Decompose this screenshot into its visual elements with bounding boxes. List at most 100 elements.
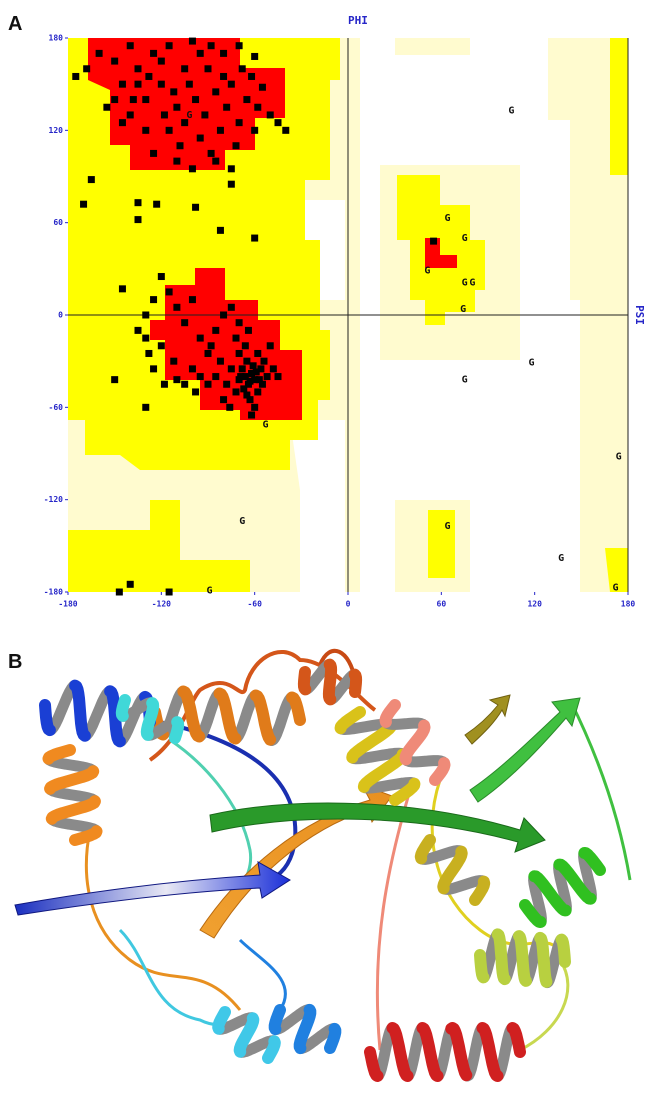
residue-point <box>119 119 126 126</box>
glycine-point: G <box>460 304 466 315</box>
glycine-point: G <box>508 105 514 116</box>
glycine-point: G <box>424 265 430 276</box>
residue-point <box>189 38 196 45</box>
residue-point <box>254 388 261 395</box>
residue-point <box>189 365 196 372</box>
residue-point <box>189 165 196 172</box>
residue-point <box>212 158 219 165</box>
residue-point <box>142 335 149 342</box>
residue-point <box>177 142 184 149</box>
loop <box>377 790 410 1050</box>
residue-point <box>127 581 134 588</box>
residue-point <box>233 142 240 149</box>
residue-point <box>239 365 246 372</box>
residue-point <box>173 376 180 383</box>
residue-point <box>237 373 244 380</box>
residue-point <box>145 73 152 80</box>
residue-point <box>173 304 180 311</box>
residue-point <box>233 335 240 342</box>
glycine-point: G <box>445 521 451 532</box>
residue-point <box>80 201 87 208</box>
residue-point <box>197 135 204 142</box>
glycine-point: G <box>616 452 622 463</box>
residue-point <box>223 104 230 111</box>
residue-point <box>103 104 110 111</box>
glycine-point: G <box>462 233 468 244</box>
residue-point <box>150 365 157 372</box>
residue-point <box>253 368 260 375</box>
residue-point <box>208 150 215 157</box>
glycine-point: G <box>186 110 192 121</box>
residue-point <box>242 342 249 349</box>
glycine-point: G <box>239 516 245 527</box>
residue-point <box>158 58 165 65</box>
residue-point <box>197 50 204 57</box>
residue-point <box>264 373 271 380</box>
residue-point <box>239 65 246 72</box>
helix <box>421 840 484 900</box>
residue-point <box>220 396 227 403</box>
residue-point <box>72 73 79 80</box>
glycine-point: G <box>263 419 269 430</box>
residue-point <box>267 342 274 349</box>
y-tick-label: 60 <box>53 218 63 227</box>
residue-point <box>220 50 227 57</box>
allowed-region <box>428 510 455 578</box>
residue-point <box>236 119 243 126</box>
glycine-point: G <box>529 358 535 369</box>
residue-point <box>228 304 235 311</box>
residue-point <box>142 96 149 103</box>
residue-point <box>430 238 437 245</box>
residue-point <box>254 104 261 111</box>
helix <box>218 1012 275 1058</box>
residue-point <box>173 158 180 165</box>
residue-point <box>166 288 173 295</box>
glycine-point: G <box>613 582 619 593</box>
residue-point <box>197 373 204 380</box>
x-tick-label: 0 <box>346 600 351 609</box>
panel-label: B <box>8 651 22 673</box>
loop <box>240 940 285 1010</box>
residue-point <box>236 350 243 357</box>
residue-point <box>111 58 118 65</box>
residue-point <box>254 350 261 357</box>
residue-point <box>181 65 188 72</box>
residue-point <box>270 365 277 372</box>
residue-point <box>145 350 152 357</box>
helix <box>525 853 600 922</box>
strand <box>470 698 580 802</box>
residue-point <box>259 84 266 91</box>
residue-point <box>150 50 157 57</box>
helix <box>480 934 565 982</box>
residue-point <box>166 589 173 596</box>
residue-point <box>142 312 149 319</box>
residue-point <box>208 42 215 49</box>
glycine-point: G <box>462 278 468 289</box>
residue-point <box>116 589 123 596</box>
residue-point <box>223 381 230 388</box>
residue-point <box>251 53 258 60</box>
residue-point <box>208 342 215 349</box>
y-tick-label: -60 <box>49 403 64 412</box>
residue-point <box>142 127 149 134</box>
y-tick-label: -120 <box>44 495 63 504</box>
residue-point <box>212 373 219 380</box>
residue-point <box>142 404 149 411</box>
glycine-point: G <box>558 553 564 564</box>
residue-point <box>181 381 188 388</box>
residue-point <box>233 388 240 395</box>
residue-point <box>197 335 204 342</box>
residue-point <box>282 127 289 134</box>
panel-label: A <box>8 13 22 35</box>
residue-point <box>127 111 134 118</box>
x-tick-label: 120 <box>527 600 542 609</box>
residue-point <box>158 81 165 88</box>
residue-point <box>166 42 173 49</box>
residue-point <box>220 73 227 80</box>
residue-point <box>212 327 219 334</box>
residue-point <box>189 296 196 303</box>
generous-region <box>395 38 470 55</box>
residue-point <box>161 381 168 388</box>
residue-point <box>236 319 243 326</box>
strand <box>465 695 510 744</box>
